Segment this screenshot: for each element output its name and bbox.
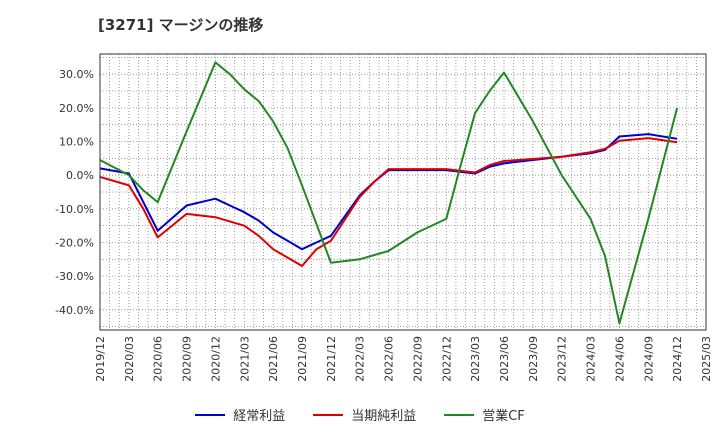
- x-tick-label: 2021/09: [296, 336, 309, 382]
- axis-layer: 30.0% 20.0% 10.0% 0.0% -10.0% -20.0% -30.0% -40…: [55, 53, 713, 382]
- x-tick-label: 2023/03: [469, 336, 482, 382]
- legend: 経常利益 当期純利益 営業CF: [0, 405, 720, 424]
- x-tick-label: 2019/12: [94, 336, 107, 382]
- legend-item: 営業CF: [444, 405, 525, 424]
- x-tick-label: 2021/12: [325, 336, 338, 382]
- x-tick-label: 2023/09: [527, 336, 540, 382]
- y-tick-label: 30.0%: [59, 68, 94, 81]
- legend-swatch: [313, 413, 344, 416]
- x-tick-label: 2022/12: [440, 336, 453, 382]
- legend-label: 経常利益: [233, 409, 286, 424]
- legend-swatch: [195, 413, 226, 416]
- x-tick-label: 2020/12: [209, 336, 222, 382]
- series-line: [99, 137, 678, 267]
- y-tick-label: 0.0%: [66, 169, 94, 182]
- y-tick-label: -40.0%: [55, 304, 94, 317]
- x-tick-label: 2020/06: [152, 336, 165, 382]
- x-tick-label: 2024/12: [671, 336, 684, 382]
- y-tick-label: -10.0%: [55, 203, 94, 216]
- x-tick-label: 2024/06: [613, 336, 626, 382]
- y-tick-label: -30.0%: [55, 270, 94, 283]
- x-tick-label: 2020/03: [123, 336, 136, 382]
- x-tick-label: 2022/06: [383, 336, 396, 382]
- x-tick-label: 2020/09: [181, 336, 194, 382]
- x-tick-label: 2024/09: [642, 336, 655, 382]
- series-line: [99, 61, 679, 325]
- y-tick-label: 10.0%: [59, 136, 94, 149]
- legend-item: 経常利益: [195, 405, 285, 424]
- chart-title: [3271] マージンの推移: [98, 16, 264, 34]
- legend-item: 当期純利益: [313, 405, 416, 424]
- legend-label: 営業CF: [482, 409, 525, 424]
- grid-layer: [100, 54, 706, 330]
- y-tick-label: -20.0%: [55, 236, 94, 249]
- plot-frame: [99, 53, 707, 331]
- x-tick-label: 2025/03: [700, 336, 713, 382]
- x-tick-label: 2023/12: [556, 336, 569, 382]
- x-tick-label: 2021/06: [267, 336, 280, 382]
- x-tick-label: 2024/03: [585, 336, 598, 382]
- legend-swatch: [444, 413, 475, 416]
- x-tick-label: 2023/06: [498, 336, 511, 382]
- y-tick-label: 20.0%: [59, 102, 94, 115]
- x-tick-label: 2022/09: [411, 336, 424, 382]
- x-tick-label: 2022/03: [354, 336, 367, 382]
- x-tick-label: 2021/03: [238, 336, 251, 382]
- series-layer: [99, 61, 679, 325]
- legend-label: 当期純利益: [351, 409, 417, 424]
